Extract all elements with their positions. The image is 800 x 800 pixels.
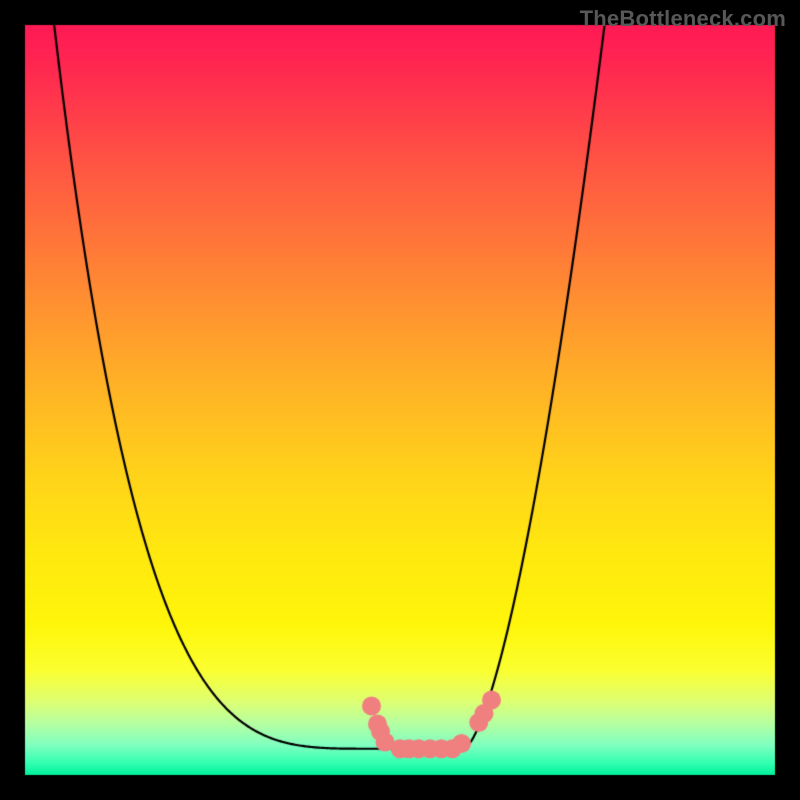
- bottleneck-chart-canvas: [0, 0, 800, 800]
- watermark-text: TheBottleneck.com: [580, 6, 786, 32]
- chart-container: TheBottleneck.com: [0, 0, 800, 800]
